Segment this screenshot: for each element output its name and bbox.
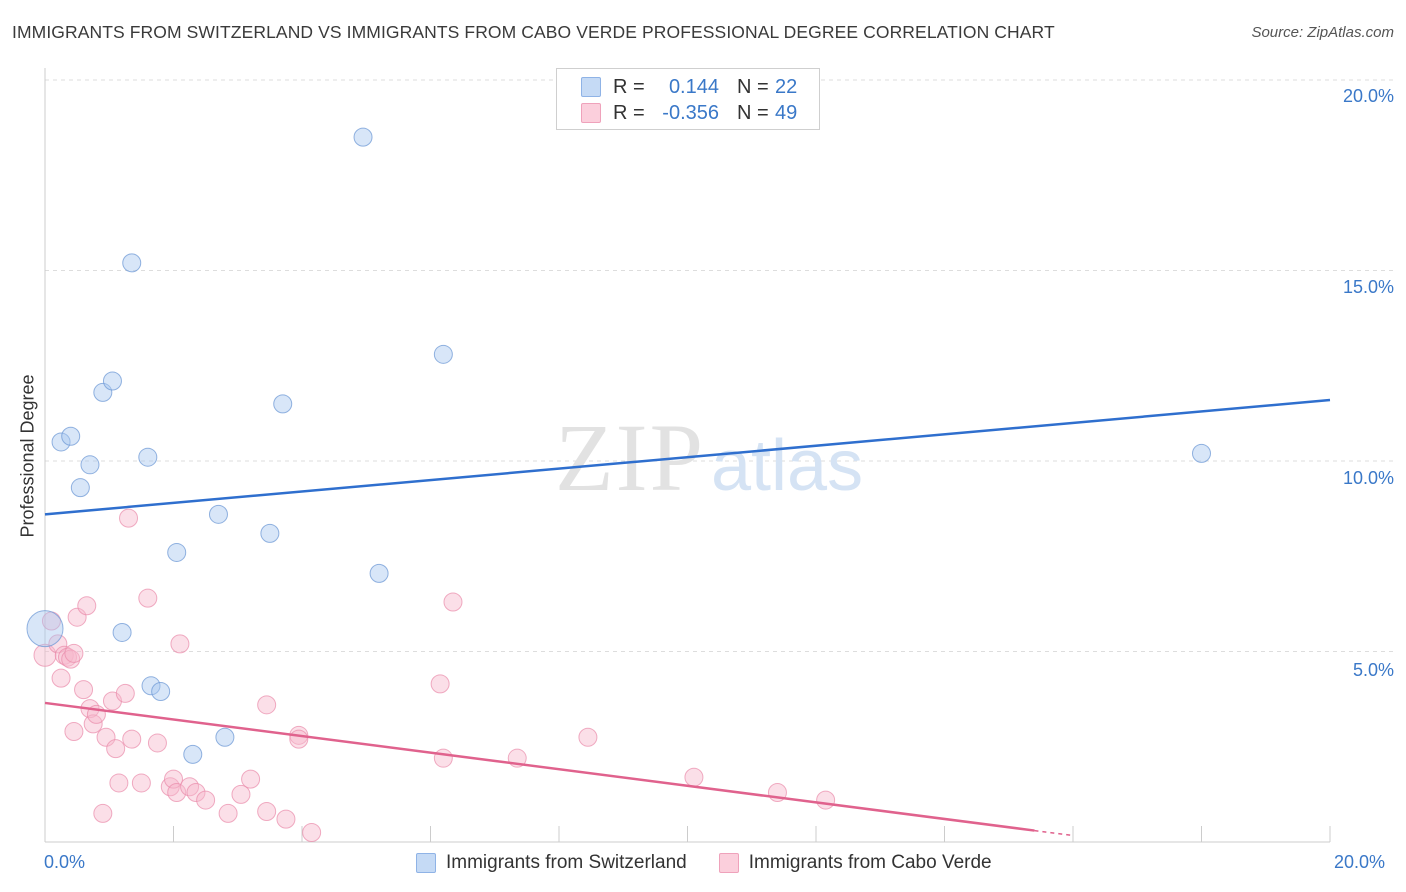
cabo-verde-point <box>276 809 296 829</box>
cabo-verde-point <box>147 733 167 753</box>
cabo-verde-point <box>241 769 261 789</box>
cabo-verde-point <box>231 784 251 804</box>
switzerland-point <box>215 727 235 747</box>
cabo-verde-point <box>433 748 453 768</box>
switzerland-point <box>1192 443 1211 463</box>
series-legend-switzerland: Immigrants from Switzerland <box>416 852 687 874</box>
series-legend: Immigrants from Switzerland Immigrants f… <box>416 852 1024 874</box>
legend-row-cabo-verde: R = -0.356 N = 49 <box>581 101 797 125</box>
switzerland-point <box>141 676 161 696</box>
switzerland-point <box>122 253 142 273</box>
source-credit: Source: ZipAtlas.com <box>1251 24 1394 41</box>
x-tick-label: 20.0% <box>1334 852 1386 872</box>
watermark-atlas: atlas <box>711 426 863 506</box>
cabo-verde-point <box>196 790 216 810</box>
axes <box>44 68 1331 843</box>
legend-swatch-pink <box>581 103 601 123</box>
switzerland-point <box>26 610 64 648</box>
switzerland-point <box>353 127 373 147</box>
cabo-verde-point <box>257 695 277 715</box>
y-axis-label: Professional Degree <box>17 374 38 538</box>
switzerland-point <box>80 455 100 475</box>
y-tick-label: 20.0% <box>1342 86 1394 106</box>
cabo-verde-point <box>578 727 598 747</box>
cabo-verde-point <box>93 803 113 823</box>
legend-row-switzerland: R = 0.144 N = 22 <box>581 75 797 99</box>
cabo-verde-point <box>122 729 142 749</box>
cabo-verde-points <box>33 508 836 842</box>
watermark: ZIP atlas <box>555 404 863 511</box>
cabo-verde-point <box>51 668 71 688</box>
cabo-verde-point <box>167 782 187 802</box>
cabo-verde-point <box>64 722 84 742</box>
series-swatch-pink <box>718 853 739 873</box>
legend-r-label: R = <box>613 75 645 98</box>
cabo-verde-point <box>302 822 322 842</box>
cabo-verde-point <box>138 588 158 608</box>
legend-swatch-blue <box>581 77 601 97</box>
gridlines <box>45 79 1394 652</box>
cabo-verde-point <box>109 773 129 793</box>
trend-lines <box>44 398 1331 837</box>
cabo-verde-point <box>170 634 190 654</box>
x-tick-label: 0.0% <box>44 852 86 872</box>
switzerland-point <box>51 432 71 452</box>
cabo-verde-point <box>131 773 151 793</box>
cabo-verde-point <box>61 649 81 669</box>
switzerland-points <box>26 127 1211 764</box>
switzerland-point <box>260 523 280 543</box>
legend-r-label: R = <box>613 101 645 124</box>
y-tick-label: 10.0% <box>1342 468 1394 488</box>
y-tick-label: 5.0% <box>1352 660 1394 680</box>
correlation-legend: R = 0.144 N = 22 R = -0.356 N = 49 <box>556 68 820 130</box>
cabo-verde-point <box>430 674 450 694</box>
cabo-verde-point <box>64 643 84 663</box>
legend-r-value: -0.356 <box>662 101 719 124</box>
switzerland-point <box>167 542 187 562</box>
cabo-verde-point <box>218 803 238 823</box>
cabo-verde-point <box>443 592 463 612</box>
legend-n-value: 49 <box>775 101 798 124</box>
series-legend-label: Immigrants from Switzerland <box>446 852 687 873</box>
cabo-verde-point <box>77 596 97 616</box>
switzerland-point <box>138 447 158 467</box>
cabo-verde-point <box>119 508 139 528</box>
legend-r-value: 0.144 <box>668 75 719 98</box>
legend-n-label: N = <box>737 101 769 124</box>
switzerland-point <box>208 504 228 524</box>
switzerland-point <box>273 394 293 414</box>
switzerland-point <box>183 744 203 764</box>
y-tick-label: 15.0% <box>1342 277 1394 297</box>
cabo-verde-point <box>115 683 135 703</box>
cabo-verde-point <box>74 680 94 700</box>
legend-n-label: N = <box>737 75 769 98</box>
series-swatch-blue <box>416 853 436 873</box>
series-legend-label: Immigrants from Cabo Verde <box>748 852 992 873</box>
chart-title: IMMIGRANTS FROM SWITZERLAND VS IMMIGRANT… <box>12 22 1055 42</box>
switzerland-point <box>369 563 389 583</box>
cabo-verde-point <box>48 634 68 654</box>
switzerland-point <box>151 682 171 702</box>
switzerland-point <box>433 344 453 364</box>
legend-n-value: 22 <box>775 75 798 98</box>
cabo-verde-point <box>816 790 836 810</box>
cabo-verde-point <box>684 767 704 787</box>
switzerland-point <box>102 371 122 391</box>
cabo-verde-point <box>257 802 277 822</box>
series-legend-cabo-verde: Immigrants from Cabo Verde <box>718 852 992 874</box>
switzerland-trend-line <box>44 398 1331 516</box>
switzerland-point <box>112 622 132 642</box>
cabo-verde-point <box>289 729 309 749</box>
cabo-verde-trend-line <box>44 701 1035 832</box>
switzerland-point <box>61 426 81 446</box>
switzerland-point <box>70 478 90 498</box>
cabo-verde-trend-extension <box>1034 829 1074 837</box>
cabo-verde-point <box>186 782 206 802</box>
cabo-verde-point <box>106 739 126 759</box>
